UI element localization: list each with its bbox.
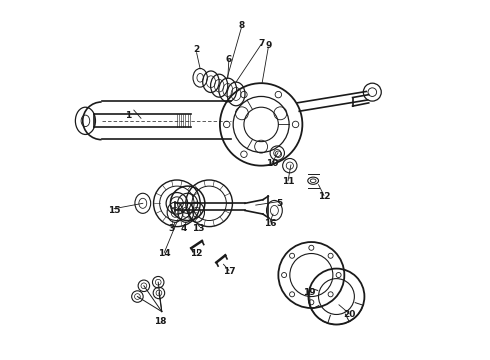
Text: 9: 9: [265, 41, 271, 50]
Text: 3: 3: [169, 224, 174, 233]
Text: 17: 17: [222, 267, 235, 276]
Text: 15: 15: [108, 206, 121, 215]
Text: 2: 2: [194, 45, 200, 54]
Text: 12: 12: [318, 192, 330, 201]
Text: 16: 16: [264, 219, 276, 228]
Text: 5: 5: [276, 199, 282, 208]
Text: 6: 6: [226, 55, 232, 64]
Text: 20: 20: [343, 310, 355, 319]
Text: 8: 8: [238, 21, 245, 30]
Text: 11: 11: [282, 177, 294, 186]
Text: 19: 19: [303, 288, 316, 297]
Text: 12: 12: [190, 249, 203, 258]
Text: 4: 4: [181, 224, 187, 233]
Text: 10: 10: [266, 159, 278, 168]
Text: 7: 7: [258, 39, 264, 48]
Text: 13: 13: [192, 224, 205, 233]
Text: 14: 14: [158, 249, 171, 258]
Text: 18: 18: [154, 317, 167, 326]
Text: 1: 1: [125, 111, 132, 120]
